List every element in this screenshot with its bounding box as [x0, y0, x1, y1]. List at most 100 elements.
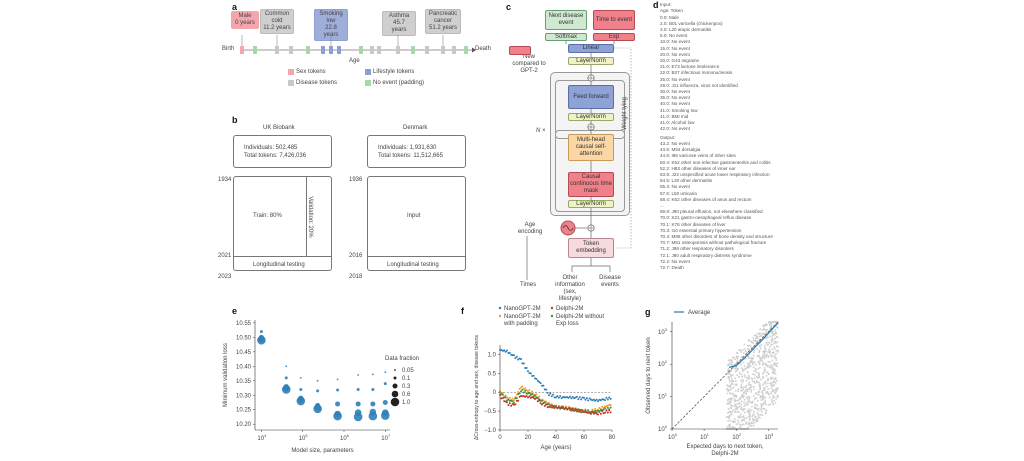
scatter-point	[771, 390, 773, 393]
input-token-line: 5.0: No event	[660, 33, 688, 39]
scatter-point	[763, 407, 766, 410]
scatter-point	[746, 366, 748, 369]
scatter-point	[765, 410, 767, 413]
data-point	[552, 405, 555, 408]
scatter-point	[750, 425, 753, 427]
data-point	[506, 401, 508, 404]
uk-testing: Longitudinal testing	[253, 262, 305, 268]
data-point	[567, 405, 570, 408]
scatter-point	[727, 411, 729, 414]
data-point	[541, 399, 543, 402]
scatter-point	[737, 415, 740, 418]
scatter-point	[729, 388, 732, 391]
scatter-point	[755, 397, 758, 399]
y-tick-label: 10.25	[236, 408, 252, 414]
chart-f: −1.0 −0.5 0 0.5 1.0 0 20 40 60 80 Age (years) ΔCros…	[474, 306, 616, 451]
scatter-point	[760, 378, 762, 381]
scatter-point	[756, 408, 759, 410]
scatter-point	[754, 339, 757, 341]
panel-f-label: f	[461, 306, 464, 316]
scatter-point	[750, 386, 753, 388]
scatter-point	[776, 365, 778, 368]
data-point	[550, 395, 553, 398]
scatter-point	[739, 427, 742, 429]
scatter-point	[732, 409, 735, 411]
scatter-point	[775, 321, 778, 323]
attention-block: Multi-head causal self-attention	[568, 134, 614, 161]
scatter-point	[740, 356, 743, 358]
data-point	[550, 406, 553, 409]
data-point	[605, 409, 608, 412]
data-point	[527, 370, 529, 373]
scatter-point	[740, 403, 742, 406]
output-token-line: 70.1: K76 other diseases of liver	[660, 221, 726, 227]
scatter-point	[729, 386, 732, 388]
next-event-block: Next disease event	[545, 10, 587, 30]
scatter-point	[728, 359, 731, 361]
scatter-point	[755, 419, 758, 422]
scatter-point	[759, 395, 762, 397]
scatter-point	[727, 403, 729, 405]
scatter-point	[730, 413, 733, 416]
data-point	[528, 391, 531, 394]
data-point	[609, 406, 612, 409]
event-pancreatic-cancer: Pancreatic cancer 51.2 years	[425, 9, 461, 34]
scatter-point	[764, 381, 767, 383]
scatter-point	[764, 355, 767, 358]
input-token-line: 20.0: No event	[660, 51, 690, 57]
data-point	[570, 409, 573, 412]
scatter-point	[772, 403, 774, 406]
scatter-point	[737, 355, 740, 358]
timeline-token	[240, 46, 244, 54]
data-point	[594, 411, 597, 414]
scatter-point	[741, 395, 743, 397]
scatter-point	[753, 411, 755, 413]
scatter-point	[740, 406, 743, 409]
data-point	[602, 408, 605, 411]
y-axis-label: ΔCross-entropy to age and sex, disease t…	[474, 334, 480, 440]
scatter-point	[731, 387, 733, 390]
scatter-point	[735, 394, 737, 397]
data-point	[511, 354, 514, 357]
y-tick-label: 102	[658, 359, 668, 368]
scatter-point	[742, 361, 745, 364]
scatter-point	[745, 393, 747, 395]
data-point	[576, 408, 578, 411]
scatter-point	[756, 381, 759, 384]
legend-label: Exp loss	[556, 321, 579, 327]
scatter-point	[740, 385, 743, 388]
scatter-point	[754, 398, 756, 400]
legend-swatch-no-event	[365, 80, 371, 86]
scatter-point	[744, 350, 747, 353]
scatter-point	[740, 408, 743, 411]
scatter-point	[764, 371, 766, 373]
scatter-point	[772, 333, 774, 336]
scatter-point	[772, 368, 775, 370]
scatter-point	[764, 368, 767, 371]
y-axis-label: Minimum validation loss	[223, 343, 229, 407]
scatter-point	[733, 420, 735, 423]
uk-tokens: Total tokens: 7,426,036	[244, 153, 307, 159]
data-point	[597, 413, 599, 416]
scatter-point	[755, 407, 758, 410]
scatter-point	[751, 341, 753, 344]
timeline-token	[377, 46, 381, 54]
scatter-point	[734, 400, 736, 403]
scatter-point	[762, 336, 765, 338]
scatter-point	[757, 390, 760, 393]
scatter-point	[770, 324, 773, 326]
attn-residual-box	[555, 130, 625, 212]
scatter-point	[769, 403, 772, 406]
data-point	[591, 408, 594, 411]
legend-label: NanoGPT-2M	[504, 314, 541, 320]
scatter-point	[753, 421, 756, 424]
scatter-point	[771, 368, 774, 371]
output-token-line: 72.7: Death	[660, 265, 684, 270]
scatter-point	[742, 408, 745, 410]
input-header: Input:	[660, 2, 672, 7]
legend-marker	[391, 390, 399, 398]
scatter-point	[732, 421, 735, 424]
x-tick-label: 101	[700, 432, 710, 441]
panel-e-label: e	[232, 306, 238, 316]
